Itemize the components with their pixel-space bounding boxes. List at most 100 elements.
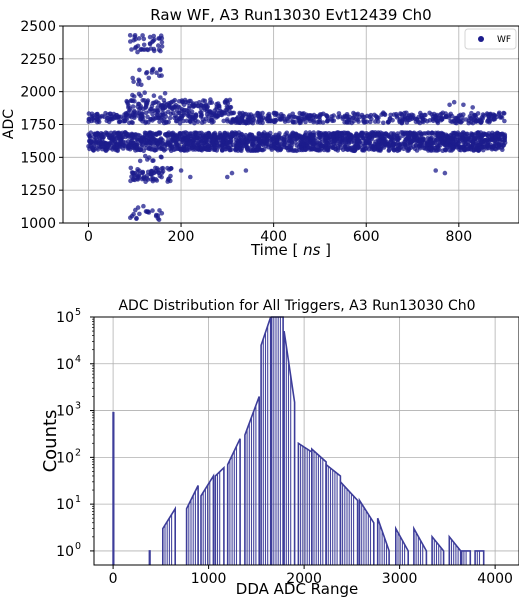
data-point — [159, 211, 165, 216]
data-point — [413, 131, 419, 137]
data-point — [178, 168, 184, 173]
data-point — [368, 112, 374, 118]
data-point — [475, 117, 481, 122]
data-point — [122, 143, 128, 149]
data-point — [416, 144, 422, 149]
data-point — [296, 117, 302, 122]
data-point — [140, 135, 146, 140]
data-point — [397, 116, 403, 122]
data-point — [93, 132, 99, 138]
data-point — [128, 113, 133, 118]
data-point — [496, 144, 502, 149]
histogram-segment — [395, 525, 409, 565]
data-point — [299, 140, 305, 146]
scatter-x-axis-label: Time [ ns ] — [250, 241, 331, 259]
data-point — [160, 165, 166, 171]
data-point — [500, 147, 505, 152]
data-point — [314, 139, 320, 144]
histogram-segment — [413, 525, 428, 565]
data-point — [386, 148, 392, 153]
data-point — [466, 143, 471, 148]
data-point — [449, 148, 454, 153]
histogram-segment — [339, 479, 359, 565]
data-point — [260, 110, 265, 116]
data-point — [188, 131, 194, 136]
data-point — [269, 136, 275, 142]
data-point — [198, 105, 204, 111]
data-point — [167, 146, 173, 151]
data-point — [151, 33, 156, 39]
data-point — [261, 138, 267, 143]
data-point — [443, 114, 449, 120]
data-point — [398, 111, 403, 116]
data-point — [158, 33, 164, 38]
data-point — [243, 111, 248, 117]
data-point — [246, 135, 252, 140]
histogram-segment — [148, 550, 151, 565]
data-point — [150, 208, 155, 213]
data-point — [176, 99, 182, 104]
scatter-y-axis-label: ADC — [1, 109, 17, 139]
data-point — [196, 141, 201, 147]
histogram-segment — [283, 330, 296, 565]
data-point — [152, 148, 157, 153]
data-point — [224, 97, 229, 103]
data-point — [168, 143, 173, 148]
data-point — [335, 114, 341, 120]
data-point — [493, 135, 499, 140]
scatter-legend: WF — [464, 28, 517, 50]
data-point — [145, 177, 151, 182]
data-point — [372, 112, 377, 118]
data-point — [203, 137, 208, 143]
histogram-plot-frame — [93, 316, 519, 566]
data-point — [210, 140, 216, 146]
legend-label-wf: WF — [497, 35, 511, 45]
histogram-chart: ADC Distribution for All Triggers, A3 Ru… — [40, 298, 519, 598]
data-point — [375, 144, 381, 150]
data-point — [317, 112, 323, 117]
data-point — [417, 130, 423, 135]
data-point — [390, 118, 395, 123]
data-point — [174, 108, 180, 113]
data-point — [179, 146, 184, 152]
data-point — [430, 114, 436, 119]
data-point — [501, 110, 506, 116]
data-point — [361, 117, 366, 123]
data-point — [382, 139, 388, 144]
data-point — [140, 169, 146, 175]
data-point — [147, 34, 153, 40]
data-point — [195, 146, 200, 151]
data-point — [221, 118, 226, 124]
data-point — [158, 146, 163, 151]
data-point — [98, 133, 104, 138]
data-point — [131, 79, 136, 84]
data-point — [150, 66, 156, 72]
data-point — [145, 157, 150, 162]
data-point — [140, 33, 145, 38]
data-point — [282, 141, 288, 146]
data-point — [140, 47, 146, 52]
data-point — [372, 145, 377, 150]
scatter-title: Raw WF, A3 Run13030 Evt12439 Ch0 — [150, 6, 431, 24]
data-point — [155, 216, 161, 221]
data-point — [425, 136, 431, 141]
data-point — [451, 99, 457, 105]
data-point — [307, 130, 313, 135]
data-point — [150, 115, 156, 121]
data-point — [439, 133, 445, 138]
data-point — [439, 111, 444, 117]
data-point — [485, 118, 491, 123]
x-tick-label: 4000 — [477, 571, 513, 587]
data-point — [376, 138, 382, 144]
x-label-suffix: ] — [320, 241, 331, 259]
data-point — [226, 111, 231, 117]
data-point — [183, 108, 189, 113]
data-point — [144, 101, 150, 106]
data-point — [159, 73, 164, 78]
data-point — [137, 133, 142, 138]
y-tick-label: 10 — [56, 497, 74, 513]
data-point — [265, 115, 271, 121]
data-point — [131, 108, 137, 114]
data-point — [134, 216, 139, 221]
data-point — [183, 130, 188, 135]
